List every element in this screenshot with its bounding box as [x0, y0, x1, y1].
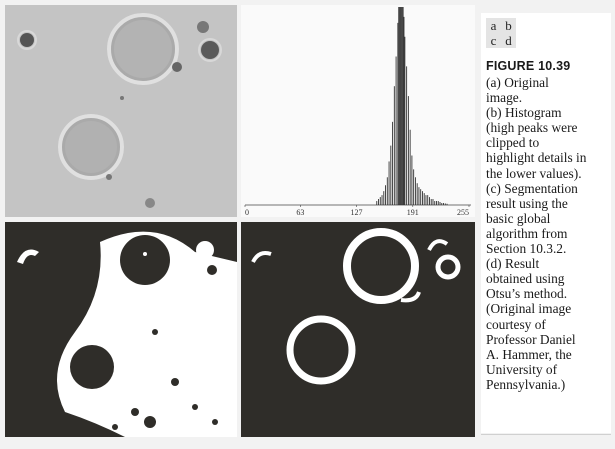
panel-letter-d: d [501, 33, 516, 48]
caption-line: highlight details in [486, 150, 587, 166]
caption-line: Professor Daniel [486, 331, 576, 347]
caption-line: result using the [486, 195, 568, 211]
panel-letter-b: b [501, 18, 516, 33]
segmentation-basic-global-panel [5, 222, 237, 437]
caption-line: the lower values). [486, 165, 582, 181]
caption-line: University of [486, 361, 558, 377]
histogram-tick-label: 127 [351, 208, 363, 217]
caption-line: courtesy of [486, 316, 546, 332]
figure-caption: a b c d FIGURE 10.39 (a) Original image.… [481, 13, 611, 435]
panel-letter-grid: a b c d [486, 18, 516, 48]
caption-line: (c) Segmentation [486, 180, 578, 196]
caption-line: Section 10.3.2. [486, 241, 567, 257]
histogram-chart: 0 63 127 191 255 [241, 5, 475, 217]
original-image [5, 5, 237, 217]
histogram-panel: 0 63 127 191 255 [241, 5, 475, 217]
caption-line: (high peaks were [486, 120, 578, 136]
caption-text: (a) Original image. (b) Histogram (high … [486, 75, 610, 392]
histogram-x-ticks: 0 63 127 191 255 [244, 205, 470, 217]
histogram-bars [376, 7, 448, 205]
caption-line: (Original image [486, 301, 572, 317]
segmentation-basic-global-image [5, 222, 237, 437]
caption-line: (a) Original [486, 75, 549, 90]
histogram-tick-label: 191 [407, 208, 419, 217]
panel-letter-a: a [486, 18, 501, 33]
otsu-result-panel [241, 222, 475, 437]
caption-divider [481, 434, 611, 435]
histogram-tick-label: 63 [296, 208, 304, 217]
caption-line: Otsu’s method. [486, 286, 568, 302]
figure-label: FIGURE 10.39 [486, 59, 571, 73]
histogram-tick-label: 0 [245, 208, 249, 217]
caption-line: obtained using [486, 271, 565, 287]
caption-line: image. [486, 90, 523, 106]
caption-line: algorithm from [486, 225, 568, 241]
original-image-panel [5, 5, 237, 217]
caption-line: A. Hammer, the [486, 346, 572, 362]
caption-line: basic global [486, 210, 551, 226]
panel-letter-c: c [486, 33, 501, 48]
caption-line: (b) Histogram [486, 105, 562, 121]
caption-line: Pennsylvania.) [486, 376, 566, 392]
caption-line: clipped to [486, 135, 540, 151]
histogram-tick-label: 255 [457, 208, 469, 217]
otsu-result-image [241, 222, 475, 437]
caption-line: (d) Result [486, 256, 540, 272]
